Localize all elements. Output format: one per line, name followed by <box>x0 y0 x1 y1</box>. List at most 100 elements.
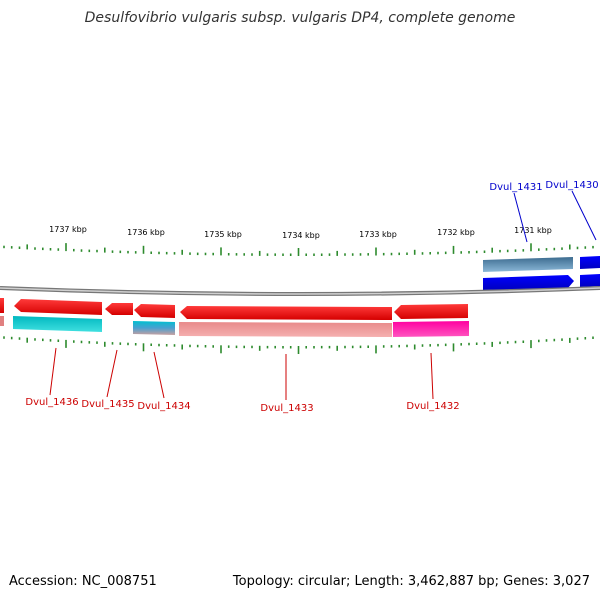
gene-feature-dvul-1431[interactable] <box>483 275 574 290</box>
scale-tick <box>80 340 83 344</box>
feature-bar-dvul-1432[interactable] <box>393 321 469 337</box>
scale-tick <box>235 345 238 349</box>
scale-tick <box>142 245 145 254</box>
scale-tick <box>251 345 253 349</box>
scale-tick <box>26 244 28 250</box>
scale-tick <box>437 251 439 255</box>
scale-tick <box>189 344 191 348</box>
genome-title: Desulfovibrio vulgaris subsp. vulgaris D… <box>84 10 516 26</box>
upper-tick-marks <box>3 243 594 256</box>
scale-tick <box>375 247 377 256</box>
scale-tick <box>212 345 214 348</box>
scale-tick <box>96 341 98 344</box>
gene-label-dvul-1430[interactable]: Dvul_1430 <box>545 180 598 191</box>
forward-strand-genes <box>483 256 600 290</box>
scale-tick <box>196 344 199 348</box>
scale-tick <box>165 344 168 347</box>
scale-tick <box>111 342 114 345</box>
gene-label-dvul-1434[interactable]: Dvul_1434 <box>137 401 190 412</box>
scale-tick <box>398 252 400 256</box>
scale-tick <box>34 338 36 341</box>
gene-labels: Dvul_1436 Dvul_1435 Dvul_1434 Dvul_1433 … <box>25 180 598 414</box>
kbp-tick-label: 1731 kbp <box>514 226 552 235</box>
scale-tick <box>10 336 13 340</box>
scale-tick <box>34 247 36 250</box>
scale-tick <box>390 252 393 256</box>
gene-label-dvul-1436[interactable]: Dvul_1436 <box>25 397 78 408</box>
scale-tick <box>351 345 354 349</box>
scale-tick <box>220 345 222 354</box>
gene-feature-dvul-1431-rna[interactable] <box>483 257 573 272</box>
gene-feature-dvul-1433[interactable] <box>180 306 392 320</box>
feature-bar-dvul-1436[interactable] <box>13 316 102 332</box>
scale-tick <box>266 345 269 349</box>
scale-tick <box>561 338 563 341</box>
kbp-tick-label: 1732 kbp <box>437 228 475 237</box>
gene-label-dvul-1432[interactable]: Dvul_1432 <box>406 401 459 412</box>
gene-feature-dvul-1432[interactable] <box>394 304 468 319</box>
scale-tick <box>444 343 447 347</box>
feature-bar-dvul-1434[interactable] <box>133 321 175 335</box>
scale-tick <box>142 343 145 352</box>
scale-tick <box>429 344 431 347</box>
scale-tick <box>569 244 571 250</box>
gene-label-dvul-1433[interactable]: Dvul_1433 <box>260 403 313 414</box>
scale-tick <box>522 249 525 252</box>
scale-tick <box>359 345 362 349</box>
scale-tick <box>382 252 385 256</box>
scale-tick <box>243 253 245 256</box>
gene-feature-dvul-1436[interactable] <box>14 299 102 315</box>
scale-tick <box>576 337 579 340</box>
kbp-tick-label: 1737 kbp <box>49 225 87 234</box>
scale-tick <box>313 346 315 349</box>
scale-tick <box>320 253 323 256</box>
scale-tick <box>251 253 253 256</box>
gene-feature-dvul-1430-cds[interactable] <box>580 274 600 287</box>
scale-tick <box>227 345 230 348</box>
scale-tick <box>274 253 276 256</box>
scale-tick <box>444 251 447 255</box>
scale-tick <box>491 247 493 253</box>
scale-tick <box>522 340 525 343</box>
scale-tick <box>553 247 556 251</box>
scale-tick <box>545 248 548 251</box>
scale-tick <box>204 252 207 256</box>
gene-feature-dvul-1430[interactable] <box>580 256 600 269</box>
gene-label-dvul-1435[interactable]: Dvul_1435 <box>81 399 134 410</box>
scale-tick <box>413 249 416 255</box>
gene-feature-dvul-1434[interactable] <box>134 304 175 318</box>
scale-tick <box>576 246 579 250</box>
scale-tick <box>561 247 563 250</box>
scale-tick <box>499 341 501 345</box>
scale-tick <box>134 343 137 346</box>
feature-bar-dvul-1433[interactable] <box>179 322 392 337</box>
gene-feature-edge[interactable] <box>0 298 4 313</box>
feature-bar-edge <box>0 316 4 326</box>
scale-tick <box>243 345 245 349</box>
scale-tick <box>88 341 91 344</box>
scale-tick <box>375 345 377 354</box>
scale-tick <box>235 253 238 256</box>
scale-tick <box>165 251 168 255</box>
scale-tick <box>49 339 52 342</box>
scale-tick <box>57 339 60 342</box>
scale-tick <box>18 337 21 340</box>
gene-label-dvul-1431[interactable]: Dvul_1431 <box>489 182 542 193</box>
gene-feature-dvul-1435[interactable] <box>105 303 133 315</box>
scale-tick <box>282 253 284 256</box>
scale-tick <box>475 342 478 345</box>
scale-tick <box>437 343 439 347</box>
scale-tick <box>119 342 122 345</box>
scale-tick <box>158 251 160 255</box>
scale-tick <box>18 246 21 249</box>
accession-label: Accession: NC_008751 <box>9 574 157 589</box>
scale-tick <box>96 249 98 253</box>
scale-tick <box>42 338 44 342</box>
topology-label: Topology: circular; Length: 3,462,887 bp… <box>232 574 590 589</box>
reverse-strand-genes <box>0 298 468 320</box>
scale-tick <box>26 337 28 343</box>
scale-tick <box>328 253 331 256</box>
scale-tick <box>538 248 540 251</box>
